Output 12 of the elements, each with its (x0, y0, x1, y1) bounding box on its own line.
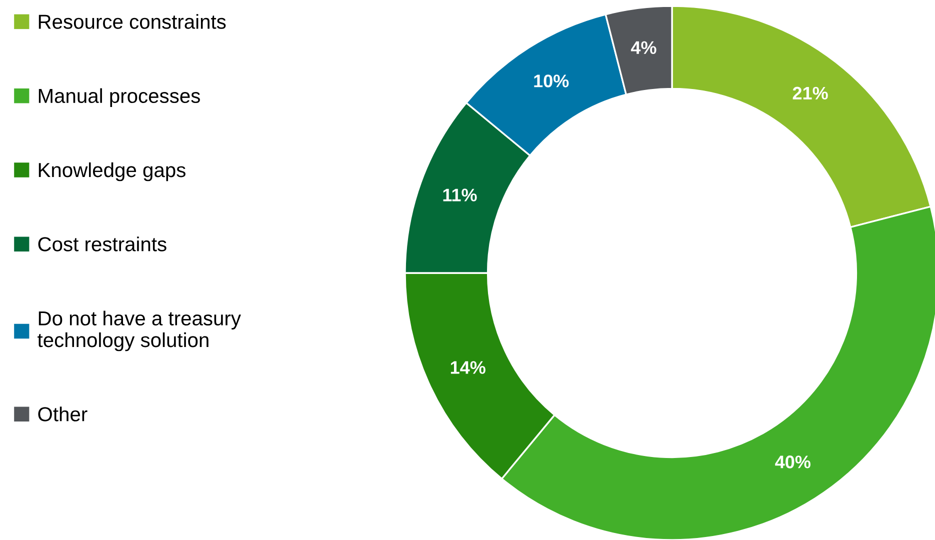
data-label: 40% (775, 456, 810, 468)
legend-label: Resource constraints (38, 14, 226, 29)
data-label: 10% (534, 74, 569, 88)
data-label: 11% (443, 188, 477, 202)
legend-label: Do not have a treasury technology solution (38, 310, 241, 352)
legend-label: Manual processes (38, 88, 200, 108)
legend-label: Other (38, 406, 88, 422)
legend-label: Knowledge gaps (38, 162, 186, 182)
data-label: 21% (792, 86, 828, 100)
data-label: 4% (630, 41, 656, 54)
data-label: 14% (450, 361, 486, 374)
legend-label: Cost restraints (38, 236, 166, 252)
